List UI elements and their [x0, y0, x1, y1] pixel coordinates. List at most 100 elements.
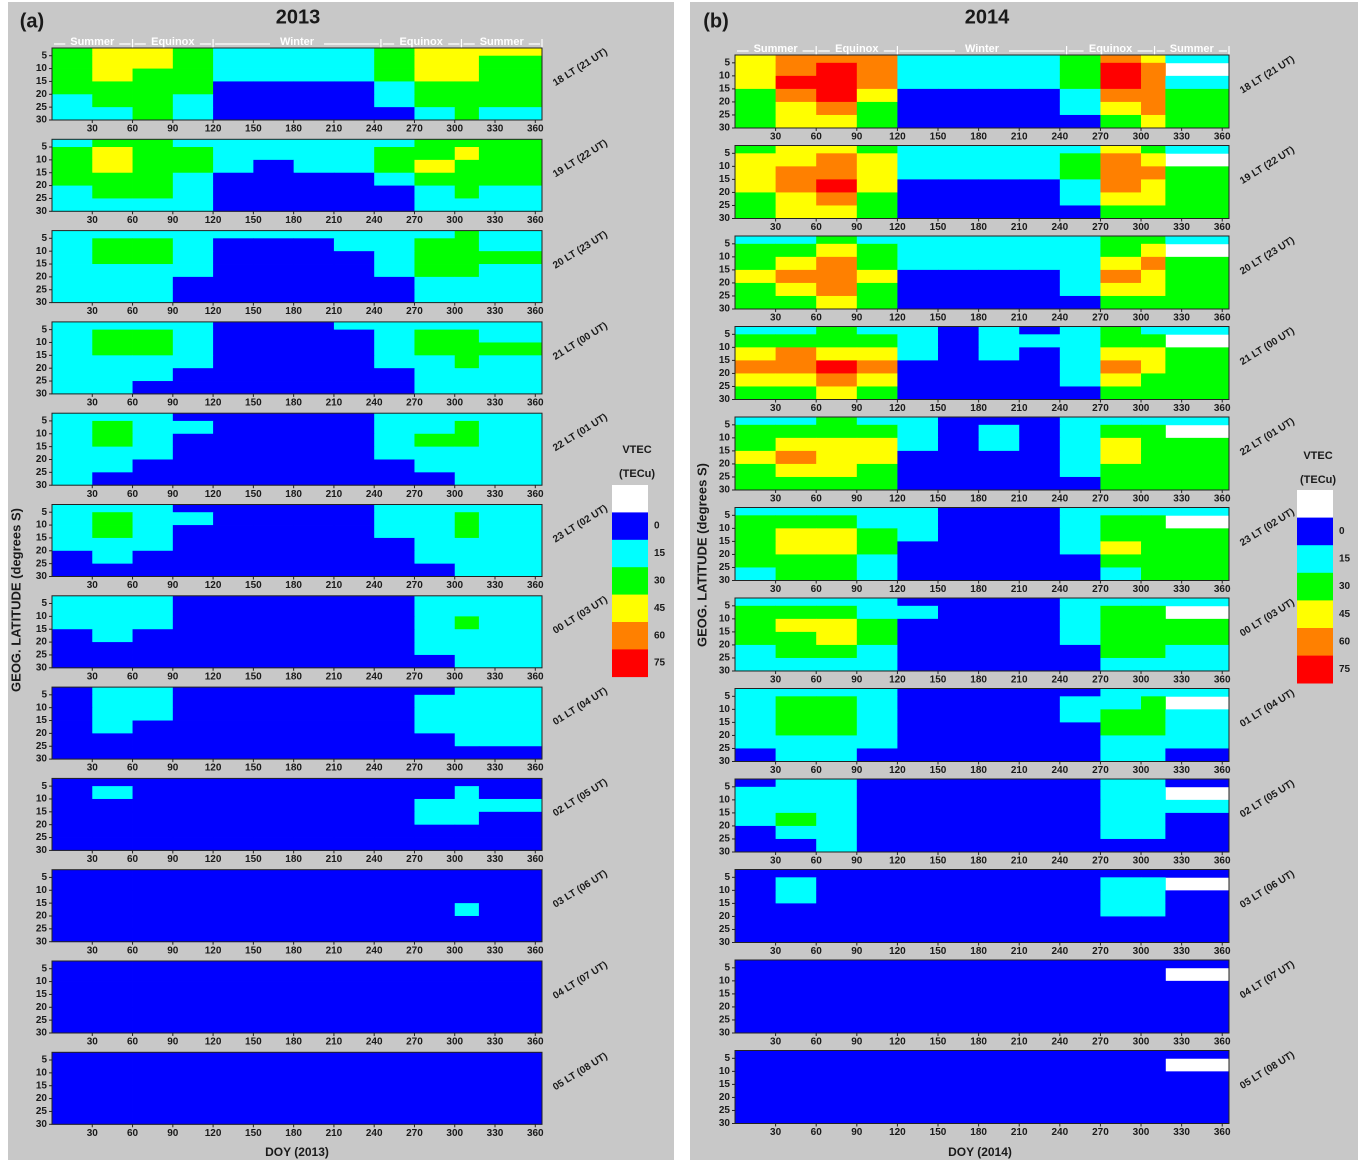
heat-cell: [293, 55, 335, 69]
x-tick-label: 90: [851, 403, 863, 414]
x-tick-label: 240: [366, 398, 383, 409]
heat-cell: [478, 94, 543, 108]
heat-cell: [333, 707, 375, 721]
heat-cell: [1165, 598, 1230, 607]
heat-cell: [52, 1007, 93, 1021]
heat-cell: [1019, 62, 1061, 77]
x-tick-label: 90: [851, 132, 863, 143]
heat-cell: [775, 799, 817, 814]
heat-cell: [374, 446, 415, 460]
colorbar-tick-label: 75: [654, 658, 666, 669]
heat-cell: [1100, 722, 1142, 736]
heat-cell: [333, 55, 375, 69]
heat-cell: [52, 413, 93, 422]
heat-cell: [938, 463, 980, 478]
heat-cell: [856, 688, 898, 697]
y-tick-label: 25: [719, 472, 731, 483]
heat-cell: [1059, 145, 1101, 154]
heat-cell: [253, 629, 295, 643]
heat-cell: [213, 778, 254, 787]
heat-cell: [172, 251, 214, 265]
heat-cell: [293, 139, 335, 148]
heat-cell: [172, 368, 214, 382]
heat-cell: [1019, 295, 1061, 310]
heat-cell: [414, 720, 456, 734]
heat-cell: [172, 139, 214, 148]
y-tick-label: 5: [724, 148, 730, 159]
heat-cell: [52, 264, 93, 278]
heat-cell: [374, 869, 415, 878]
heat-cell: [735, 799, 777, 814]
heat-cell: [253, 342, 295, 356]
heat-cell: [1165, 890, 1230, 904]
heat-cell: [132, 733, 174, 747]
heat-cell: [775, 605, 817, 620]
heat-cell: [52, 811, 93, 826]
heat-cell: [374, 694, 415, 709]
heat-cell: [454, 994, 480, 1008]
heat-cell: [775, 929, 817, 943]
heat-cell: [333, 890, 375, 904]
heat-cell: [1141, 598, 1166, 607]
heat-cell: [1019, 179, 1061, 193]
heat-cell: [172, 1072, 214, 1087]
heat-cell: [454, 238, 480, 252]
heat-cell: [92, 329, 133, 343]
season-label: Equinox: [1089, 43, 1133, 55]
heat-cell: [1141, 916, 1166, 930]
y-tick-label: 25: [36, 1015, 48, 1026]
heat-cell: [414, 512, 456, 526]
heat-cell: [92, 707, 133, 721]
x-tick-label: 60: [811, 1127, 823, 1138]
heat-cell: [856, 554, 898, 568]
heat-cell: [1059, 890, 1101, 904]
x-tick-label: 210: [1011, 1037, 1028, 1048]
x-tick-label: 180: [285, 124, 302, 135]
x-tick-label: 360: [527, 398, 544, 409]
heat-cell: [1059, 709, 1101, 723]
heat-cell: [1100, 1071, 1142, 1085]
heat-cell: [1019, 386, 1061, 400]
x-tick-label: 150: [245, 124, 262, 135]
heat-cell: [897, 812, 939, 827]
x-tick-label: 240: [366, 489, 383, 500]
heat-cell: [213, 603, 254, 617]
heat-cell: [454, 877, 480, 891]
heat-cell: [1100, 269, 1142, 284]
y-tick-label: 10: [36, 428, 48, 439]
y-tick-label: 15: [36, 898, 48, 909]
y-tick-label: 20: [36, 1093, 48, 1104]
heat-cell: [293, 869, 335, 878]
heat-cell: [816, 980, 858, 995]
heat-cell: [172, 446, 214, 460]
heat-cell: [1019, 748, 1061, 762]
heat-cell: [92, 968, 133, 982]
plot-frame: [51, 504, 543, 577]
heat-cell: [735, 779, 777, 788]
x-tick-label: 180: [970, 856, 987, 867]
x-tick-label: 330: [487, 124, 504, 135]
heat-cell: [775, 256, 817, 271]
heat-cell: [978, 735, 1020, 749]
heat-cell: [1165, 236, 1230, 245]
heat-cell: [816, 205, 858, 219]
heat-cell: [1059, 476, 1101, 491]
heat-cell: [132, 778, 174, 787]
heat-cell: [1059, 1084, 1101, 1098]
heat-cell: [92, 342, 133, 356]
heat-cell: [132, 139, 174, 148]
heat-cell: [132, 251, 174, 265]
x-tick-label: 240: [366, 306, 383, 317]
heat-cell: [1165, 88, 1230, 103]
plot-frame: [734, 145, 1230, 219]
heat-cell: [454, 1060, 480, 1074]
x-tick-label: 360: [527, 763, 544, 774]
heat-cell: [816, 114, 858, 129]
heat-cell: [856, 347, 898, 361]
heat-cell: [132, 563, 174, 577]
heat-cell: [1141, 1058, 1166, 1072]
heat-cell: [253, 94, 295, 108]
heat-cell: [735, 1019, 777, 1034]
heat-cell: [478, 903, 543, 917]
season-label: Summer: [754, 43, 799, 55]
